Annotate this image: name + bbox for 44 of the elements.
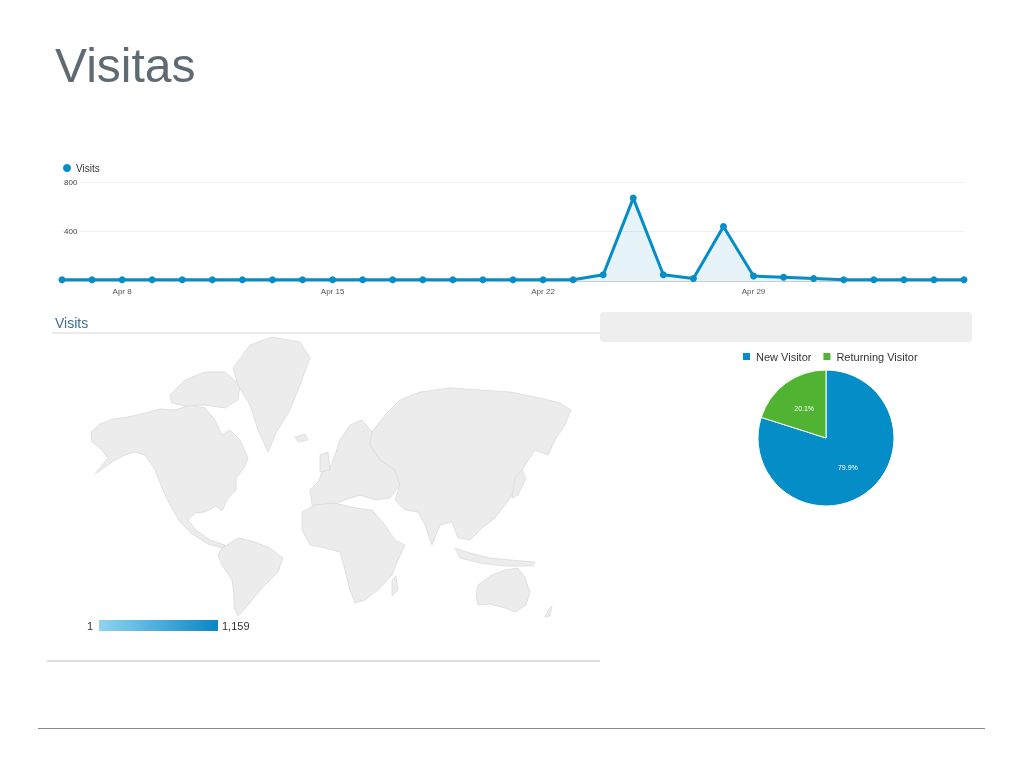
point: [689, 275, 697, 283]
legend-label: New Visitor: [756, 350, 812, 363]
point: [118, 276, 126, 284]
point: [569, 276, 577, 284]
point: [960, 276, 968, 284]
x-tick-label: Apr 29: [741, 286, 766, 296]
text: Visits: [55, 315, 89, 331]
point: [810, 275, 818, 283]
point: [329, 276, 337, 284]
point: [419, 276, 427, 284]
y-tick-label: 400: [64, 227, 78, 236]
legend-label: Returning Visitor: [836, 350, 918, 363]
point: [840, 276, 848, 284]
x-tick-label: Apr 15: [320, 286, 345, 296]
chart-title: Visitas: [55, 38, 196, 92]
point: [88, 276, 96, 284]
point: [719, 223, 727, 231]
point: [870, 276, 878, 284]
point: [449, 276, 457, 284]
point: [299, 276, 307, 284]
point: [750, 272, 758, 280]
point: [268, 276, 276, 284]
point: [178, 276, 186, 284]
x-tick-label: Apr 8: [112, 286, 133, 296]
point: [58, 276, 66, 284]
point: [479, 276, 487, 284]
point: [930, 276, 938, 284]
point: [900, 276, 908, 284]
text: 1: [86, 619, 93, 632]
point: [780, 273, 788, 281]
text: 1,159: [222, 619, 250, 632]
point: [238, 276, 246, 284]
point: [208, 276, 216, 284]
y-tick-label: 800: [64, 177, 78, 187]
point: [599, 271, 607, 279]
point: [659, 271, 667, 279]
x-tick-label: Apr 22: [531, 286, 556, 296]
point: [359, 276, 367, 284]
point: [629, 194, 637, 202]
legend-label: Visits: [76, 162, 100, 174]
point: [509, 276, 517, 284]
point: [148, 276, 156, 284]
point: [539, 276, 547, 284]
point: [389, 276, 397, 284]
